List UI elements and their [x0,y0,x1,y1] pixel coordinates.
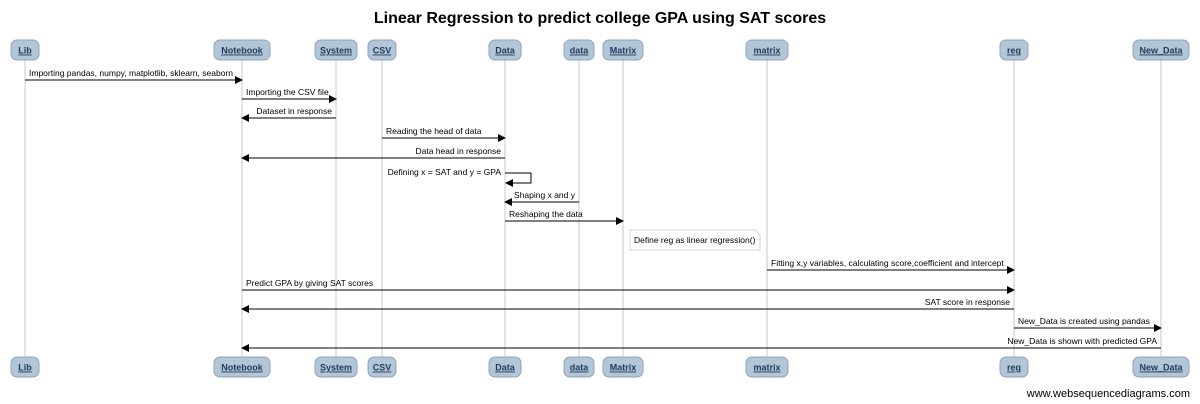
participant-label: System [320,46,352,56]
message: Shaping x and y [504,190,579,206]
participant-bottom-Notebook: Notebook [213,356,271,378]
diagram-title: Linear Regression to predict college GPA… [374,10,826,27]
message-label: New_Data is shown with predicted GPA [1007,336,1157,346]
participant-label: reg [1007,363,1021,373]
participant-box [314,39,358,61]
messages: Importing pandas, numpy, matplotlib, skl… [25,68,1162,352]
participant-box [10,356,40,378]
message: Importing pandas, numpy, matplotlib, skl… [25,68,243,84]
message-label: Importing the CSV file [246,87,329,97]
participant-top-New_Data: New_Data [1132,39,1190,61]
participant-label: Data [495,46,516,56]
participant-box [563,356,595,378]
message-label: Reading the head of data [386,126,482,136]
participant-bottom-Matrix: Matrix [602,356,644,378]
participant-label: reg [1007,46,1021,56]
participants-bottom: Lib Notebook System CSV Data data Matrix matrix… [10,356,1190,378]
participant-label: Matrix [610,363,637,373]
participant-box [602,356,644,378]
participant-label: CSV [373,363,392,373]
message: Reading the head of data [382,126,506,142]
participant-bottom-reg: reg [999,356,1029,378]
participant-box [1132,356,1190,378]
participant-top-Data: Data [488,39,522,61]
footer-watermark: www.websequencediagrams.com [1026,388,1190,400]
message-label: Fitting x,y variables, calculating score… [771,258,1004,268]
participant-label: New_Data [1139,46,1183,56]
lifelines [24,60,1162,357]
note-box [629,229,761,251]
participant-bottom-New_Data: New_Data [1132,356,1190,378]
participant-label: data [570,363,590,373]
participant-label: CSV [373,46,392,56]
participant-label: Notebook [221,363,263,373]
participant-bottom-Data: Data [488,356,522,378]
participant-box [1132,39,1190,61]
participant-bottom-Lib: Lib [10,356,40,378]
participant-bottom-matrix: matrix [745,356,789,378]
participant-bottom-CSV: CSV [367,356,397,378]
note-text: Define reg as linear regression() [634,235,756,245]
participant-box [602,39,644,61]
participant-top-matrix: matrix [745,39,789,61]
participant-label: Lib [18,363,32,373]
participant-top-CSV: CSV [367,39,397,61]
participant-label: System [320,363,352,373]
message-label: Importing pandas, numpy, matplotlib, skl… [29,68,233,78]
participant-label: Notebook [221,46,263,56]
participant-label: matrix [753,363,780,373]
participant-box [10,39,40,61]
note: Define reg as linear regression() [629,229,761,251]
participant-top-Lib: Lib [10,39,40,61]
message-label: Predict GPA by giving SAT scores [246,278,373,288]
message: Dataset in response [241,106,336,122]
participant-top-reg: reg [999,39,1029,61]
participant-label: New_Data [1139,363,1183,373]
participant-bottom-data: data [563,356,595,378]
message: Fitting x,y variables, calculating score… [767,258,1015,274]
message-label: New_Data is created using pandas [1018,316,1150,326]
message: Defining x = SAT and y = GPA [388,167,532,187]
participant-label: Lib [18,46,32,56]
participant-box [213,39,271,61]
participant-box [745,39,789,61]
message-label: Shaping x and y [514,190,576,200]
participant-bottom-System: System [314,356,358,378]
message: Predict GPA by giving SAT scores [242,278,1015,294]
participant-label: matrix [753,46,780,56]
participant-label: Matrix [610,46,637,56]
message: Data head in response [241,146,505,162]
participant-box [367,39,397,61]
participant-box [745,356,789,378]
participant-label: Data [495,363,516,373]
participant-label: data [570,46,590,56]
participants-top: Lib Notebook System CSV Data data Matrix matrix… [10,39,1190,61]
participant-top-Matrix: Matrix [602,39,644,61]
message: Importing the CSV file [242,87,337,103]
participant-box [563,39,595,61]
message-label: Defining x = SAT and y = GPA [388,167,502,177]
participant-top-Notebook: Notebook [213,39,271,61]
participant-top-System: System [314,39,358,61]
message: New_Data is shown with predicted GPA [241,336,1161,352]
participant-top-data: data [563,39,595,61]
message: New_Data is created using pandas [1014,316,1162,332]
participant-box [367,356,397,378]
message-label: Data head in response [415,146,501,156]
message-label: SAT score in response [925,297,1010,307]
message-arrow [505,172,532,187]
participant-box [314,356,358,378]
message: Reshaping the data [505,209,624,225]
message-label: Reshaping the data [509,209,583,219]
participant-box [488,356,522,378]
message-label: Dataset in response [256,106,332,116]
participant-box [488,39,522,61]
participant-box [999,356,1029,378]
participant-box [999,39,1029,61]
message: SAT score in response [241,297,1014,313]
participant-box [213,356,271,378]
